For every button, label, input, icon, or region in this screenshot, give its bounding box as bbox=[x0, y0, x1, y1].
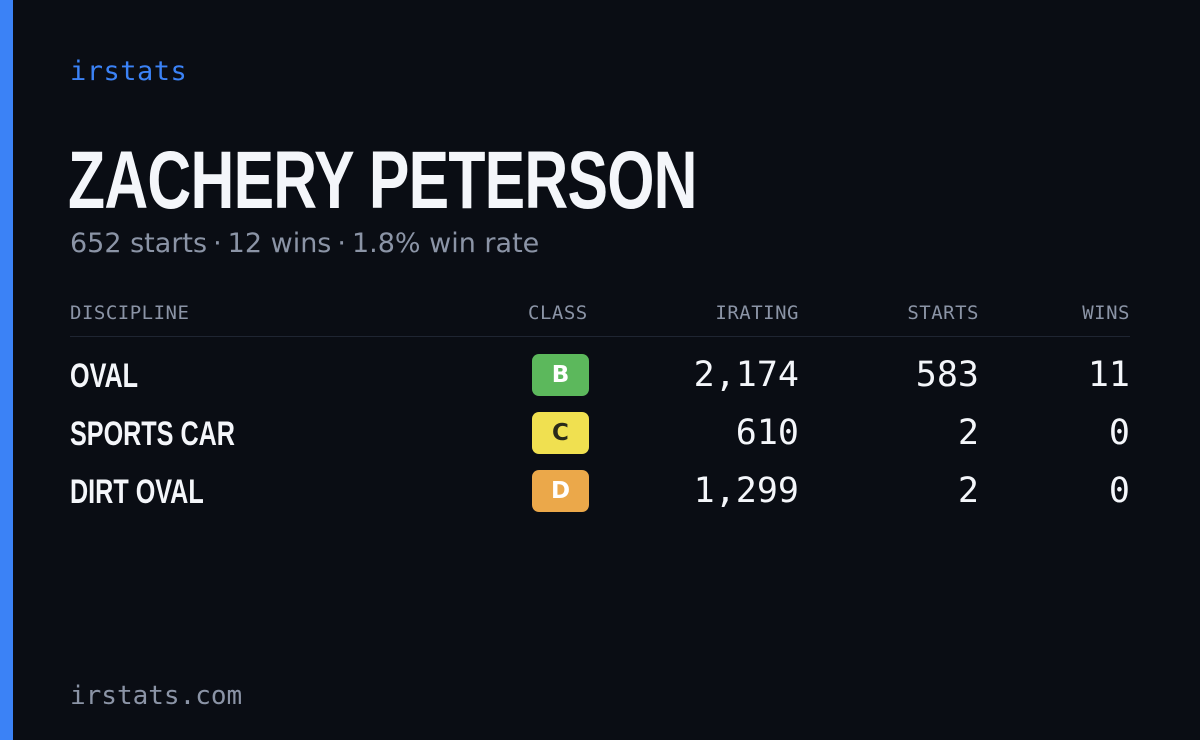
driver-name: ZACHERY PETERSON bbox=[68, 135, 698, 226]
wins-value: 11 bbox=[1087, 355, 1130, 395]
accent-bar bbox=[0, 0, 13, 740]
separator: · bbox=[337, 228, 346, 259]
irating-value: 2,174 bbox=[693, 355, 799, 395]
brand-logo: irstats bbox=[70, 56, 188, 87]
header-class: CLASS bbox=[528, 302, 588, 324]
starts-value: 2 bbox=[957, 471, 979, 511]
irating-value: 1,299 bbox=[693, 471, 799, 511]
starts-count: 652 starts bbox=[70, 228, 208, 259]
discipline-label: SPORTS CAR bbox=[70, 415, 235, 453]
class-badge: D bbox=[532, 470, 589, 512]
class-badge: B bbox=[532, 354, 589, 396]
discipline-label: OVAL bbox=[70, 357, 139, 395]
header-irating: IRATING bbox=[715, 302, 799, 324]
separator: · bbox=[213, 228, 222, 259]
footer-url: irstats.com bbox=[70, 681, 243, 711]
wins-value: 0 bbox=[1108, 471, 1130, 511]
wins-count: 12 wins bbox=[227, 228, 332, 259]
table-row: SPORTS CAR C 610 2 0 bbox=[70, 395, 1130, 454]
class-badge: C bbox=[532, 412, 589, 454]
table-header: DISCIPLINE CLASS IRATING STARTS WINS bbox=[70, 298, 1130, 337]
header-starts: STARTS bbox=[907, 302, 979, 324]
header-wins: WINS bbox=[1082, 302, 1130, 324]
header-discipline: DISCIPLINE bbox=[70, 302, 190, 324]
driver-summary: 652 starts · 12 wins · 1.8% win rate bbox=[70, 228, 539, 259]
discipline-label: DIRT OVAL bbox=[70, 473, 204, 511]
starts-value: 2 bbox=[957, 413, 979, 453]
stats-table: DISCIPLINE CLASS IRATING STARTS WINS OVA… bbox=[70, 298, 1130, 512]
starts-value: 583 bbox=[915, 355, 979, 395]
wins-value: 0 bbox=[1108, 413, 1130, 453]
win-rate: 1.8% win rate bbox=[351, 228, 540, 259]
table-row: OVAL B 2,174 583 11 bbox=[70, 337, 1130, 396]
irating-value: 610 bbox=[735, 413, 799, 453]
table-row: DIRT OVAL D 1,299 2 0 bbox=[70, 453, 1130, 512]
